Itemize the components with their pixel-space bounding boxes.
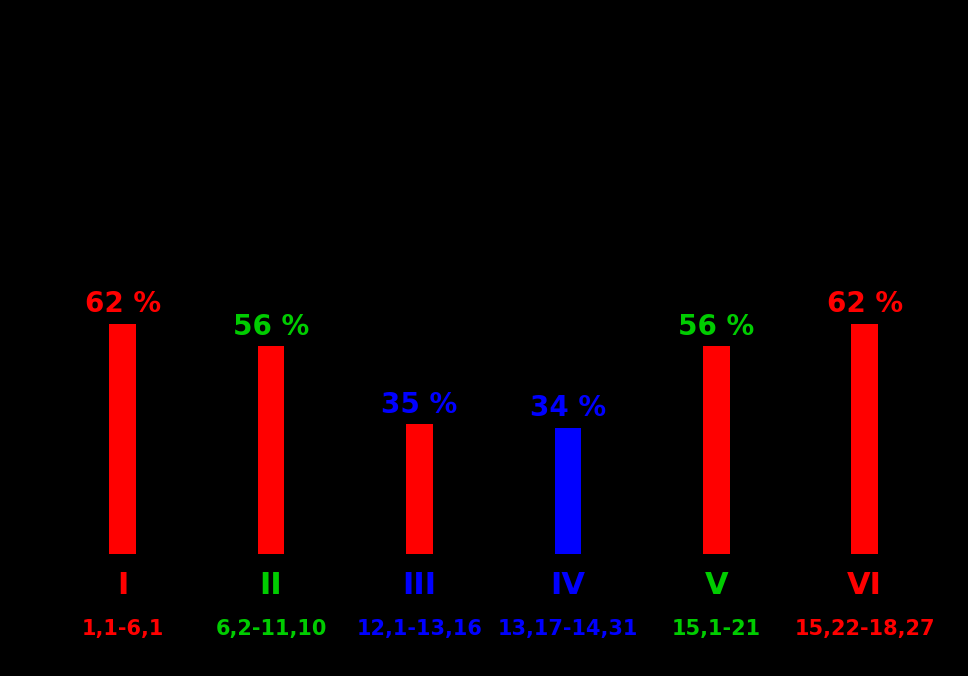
Text: IV: IV xyxy=(551,571,586,600)
Text: 15,1-21: 15,1-21 xyxy=(672,619,761,639)
Text: 56 %: 56 % xyxy=(233,312,309,341)
Bar xyxy=(407,425,433,554)
Text: 13,17-14,31: 13,17-14,31 xyxy=(498,619,638,639)
Text: 62 %: 62 % xyxy=(827,290,903,318)
Text: 35 %: 35 % xyxy=(381,391,458,418)
Text: VI: VI xyxy=(847,571,882,600)
Text: 12,1-13,16: 12,1-13,16 xyxy=(356,619,482,639)
Bar xyxy=(703,346,730,554)
Bar xyxy=(555,428,581,554)
Text: V: V xyxy=(705,571,728,600)
Text: I: I xyxy=(117,571,129,600)
Bar xyxy=(257,346,285,554)
Text: 6,2-11,10: 6,2-11,10 xyxy=(215,619,327,639)
Bar xyxy=(109,324,136,554)
Text: 62 %: 62 % xyxy=(84,290,161,318)
Bar xyxy=(852,324,878,554)
Text: 1,1-6,1: 1,1-6,1 xyxy=(81,619,164,639)
Text: 15,22-18,27: 15,22-18,27 xyxy=(795,619,935,639)
Text: 34 %: 34 % xyxy=(529,394,606,422)
Text: II: II xyxy=(259,571,283,600)
Text: 56 %: 56 % xyxy=(679,312,754,341)
Text: III: III xyxy=(403,571,437,600)
